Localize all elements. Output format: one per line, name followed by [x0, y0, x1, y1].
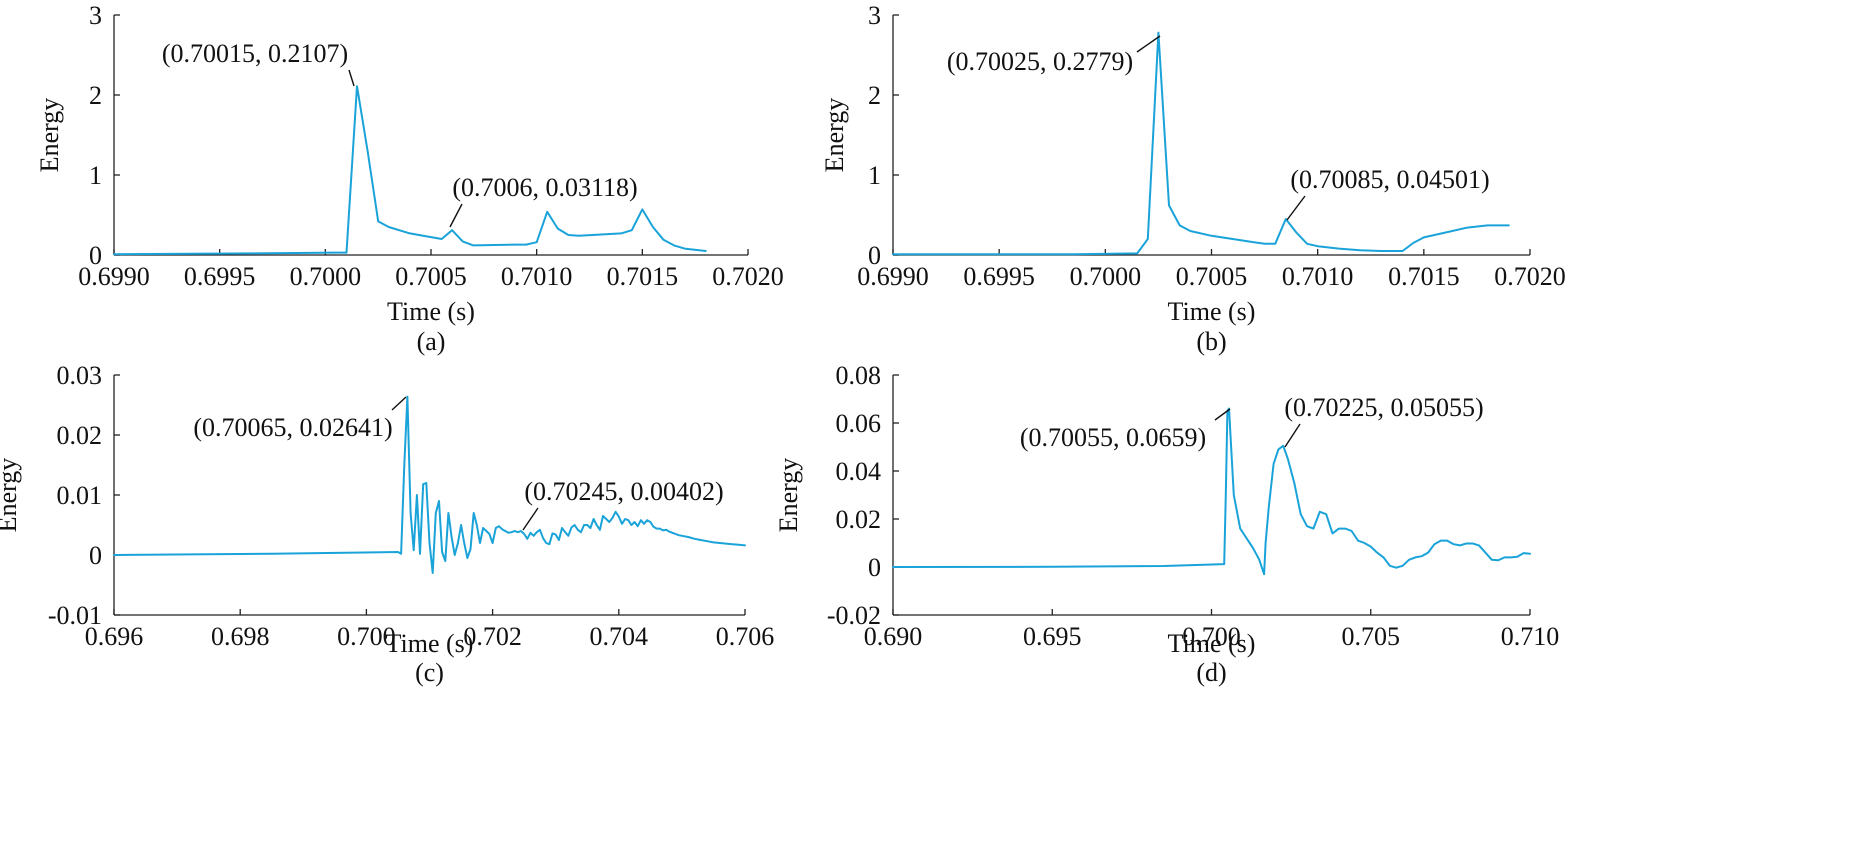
- x-tick-label: 0.7015: [1388, 262, 1460, 291]
- energy-series-line: [113, 85, 707, 256]
- x-tick-label: 0.700: [1182, 622, 1241, 651]
- x-axis-title: Time (s): [1168, 629, 1256, 658]
- annotation-label: (0.7006, 0.03118): [452, 173, 637, 202]
- x-tick-label: 0.702: [463, 622, 522, 651]
- y-tick-label: 0.06: [836, 409, 882, 438]
- x-tick-label: 0.6995: [184, 262, 256, 291]
- annotation-leader: [522, 507, 539, 531]
- x-tick-label: 0.710: [1501, 622, 1560, 651]
- y-tick-label: 3: [89, 1, 102, 30]
- y-tick-label: 0.04: [836, 457, 882, 486]
- x-tick-label: 0.6995: [963, 262, 1035, 291]
- annotation-label: (0.70055, 0.0659): [1020, 423, 1206, 452]
- y-tick-label: 2: [89, 81, 102, 110]
- x-tick-label: 0.696: [85, 622, 144, 651]
- annotation-leader: [1214, 408, 1231, 421]
- y-axis-title: Energy: [35, 98, 64, 173]
- x-tick-label: 0.695: [1023, 622, 1082, 651]
- y-tick-label: 1: [89, 161, 102, 190]
- x-tick-label: 0.7000: [1070, 262, 1142, 291]
- chart-panel-b: 0.6990 0.6995 0.7000 0.7005 0.7010 0.7015 0.70…: [820, 1, 1566, 356]
- annotation-label: (0.70025, 0.2779): [947, 47, 1133, 76]
- y-tick-label: 0.02: [57, 421, 103, 450]
- y-tick-label: -0.01: [48, 601, 102, 630]
- annotation-leader: [1286, 195, 1306, 221]
- y-tick-label: 0: [868, 241, 881, 270]
- y-tick-label: 0: [868, 553, 881, 582]
- annotation-label: (0.70065, 0.02641): [193, 413, 392, 442]
- panel-label: (d): [1196, 658, 1226, 687]
- y-tick-label: 0.01: [57, 481, 103, 510]
- annotation-leader: [449, 203, 463, 228]
- y-axis-title: Energy: [774, 458, 803, 533]
- x-axis-title: Time (s): [1168, 297, 1256, 326]
- x-tick-label: 0.7020: [1494, 262, 1566, 291]
- y-tick-label: 0: [89, 241, 102, 270]
- x-tick-label: 0.700: [337, 622, 396, 651]
- panel-label: (b): [1196, 327, 1226, 356]
- chart-panel-d: 0.690 0.695 0.700 0.705 0.710 -0.02 0 0.02 0.04 0…: [774, 361, 1559, 687]
- x-tick-label: 0.7000: [290, 262, 362, 291]
- annotation-label: (0.70225, 0.05055): [1284, 393, 1483, 422]
- x-tick-label: 0.706: [716, 622, 775, 651]
- y-tick-label: 0.03: [57, 361, 103, 390]
- annotation-leader: [1284, 423, 1301, 448]
- x-axis-title: Time (s): [386, 629, 474, 658]
- annotation-leader: [1136, 35, 1161, 53]
- chart-panel-a: 0.6990 0.6995 0.7000 0.7005 0.7010 0.7015 0.70…: [35, 1, 784, 356]
- chart-panel-c: 0.696 0.698 0.700 0.702 0.704 0.706 -0.01 0 0.01…: [0, 361, 774, 687]
- x-tick-label: 0.6990: [857, 262, 929, 291]
- x-tick-label: 0.7010: [1282, 262, 1354, 291]
- x-tick-label: 0.704: [590, 622, 649, 651]
- y-axis-title: Energy: [0, 458, 22, 533]
- panel-label: (c): [415, 658, 444, 687]
- y-tick-label: 0.08: [836, 361, 882, 390]
- x-tick-label: 0.6990: [78, 262, 150, 291]
- annotation-label: (0.70085, 0.04501): [1290, 165, 1489, 194]
- y-tick-label: -0.02: [827, 601, 881, 630]
- x-tick-label: 0.7015: [607, 262, 679, 291]
- y-tick-label: 0.02: [836, 505, 882, 534]
- panel-label: (a): [417, 327, 446, 356]
- y-tick-label: 1: [868, 161, 881, 190]
- x-tick-label: 0.7005: [1176, 262, 1248, 291]
- x-tick-label: 0.7010: [501, 262, 573, 291]
- annotation-label: (0.70245, 0.00402): [524, 477, 723, 506]
- x-tick-label: 0.698: [211, 622, 270, 651]
- x-axis-title: Time (s): [387, 297, 475, 326]
- annotation-label: (0.70015, 0.2107): [162, 39, 348, 68]
- x-tick-label: 0.7005: [395, 262, 467, 291]
- annotation-leader: [391, 396, 407, 411]
- y-tick-label: 3: [868, 1, 881, 30]
- x-tick-label: 0.7020: [712, 262, 784, 291]
- y-tick-label: 2: [868, 81, 881, 110]
- energy-series-line: [113, 395, 746, 574]
- x-tick-label: 0.705: [1342, 622, 1401, 651]
- y-axis-title: Energy: [820, 98, 849, 173]
- energy-series-line: [892, 407, 1531, 576]
- y-tick-label: 0: [89, 541, 102, 570]
- energy-series-line: [892, 31, 1510, 256]
- x-tick-label: 0.690: [864, 622, 923, 651]
- annotation-leader: [348, 69, 355, 87]
